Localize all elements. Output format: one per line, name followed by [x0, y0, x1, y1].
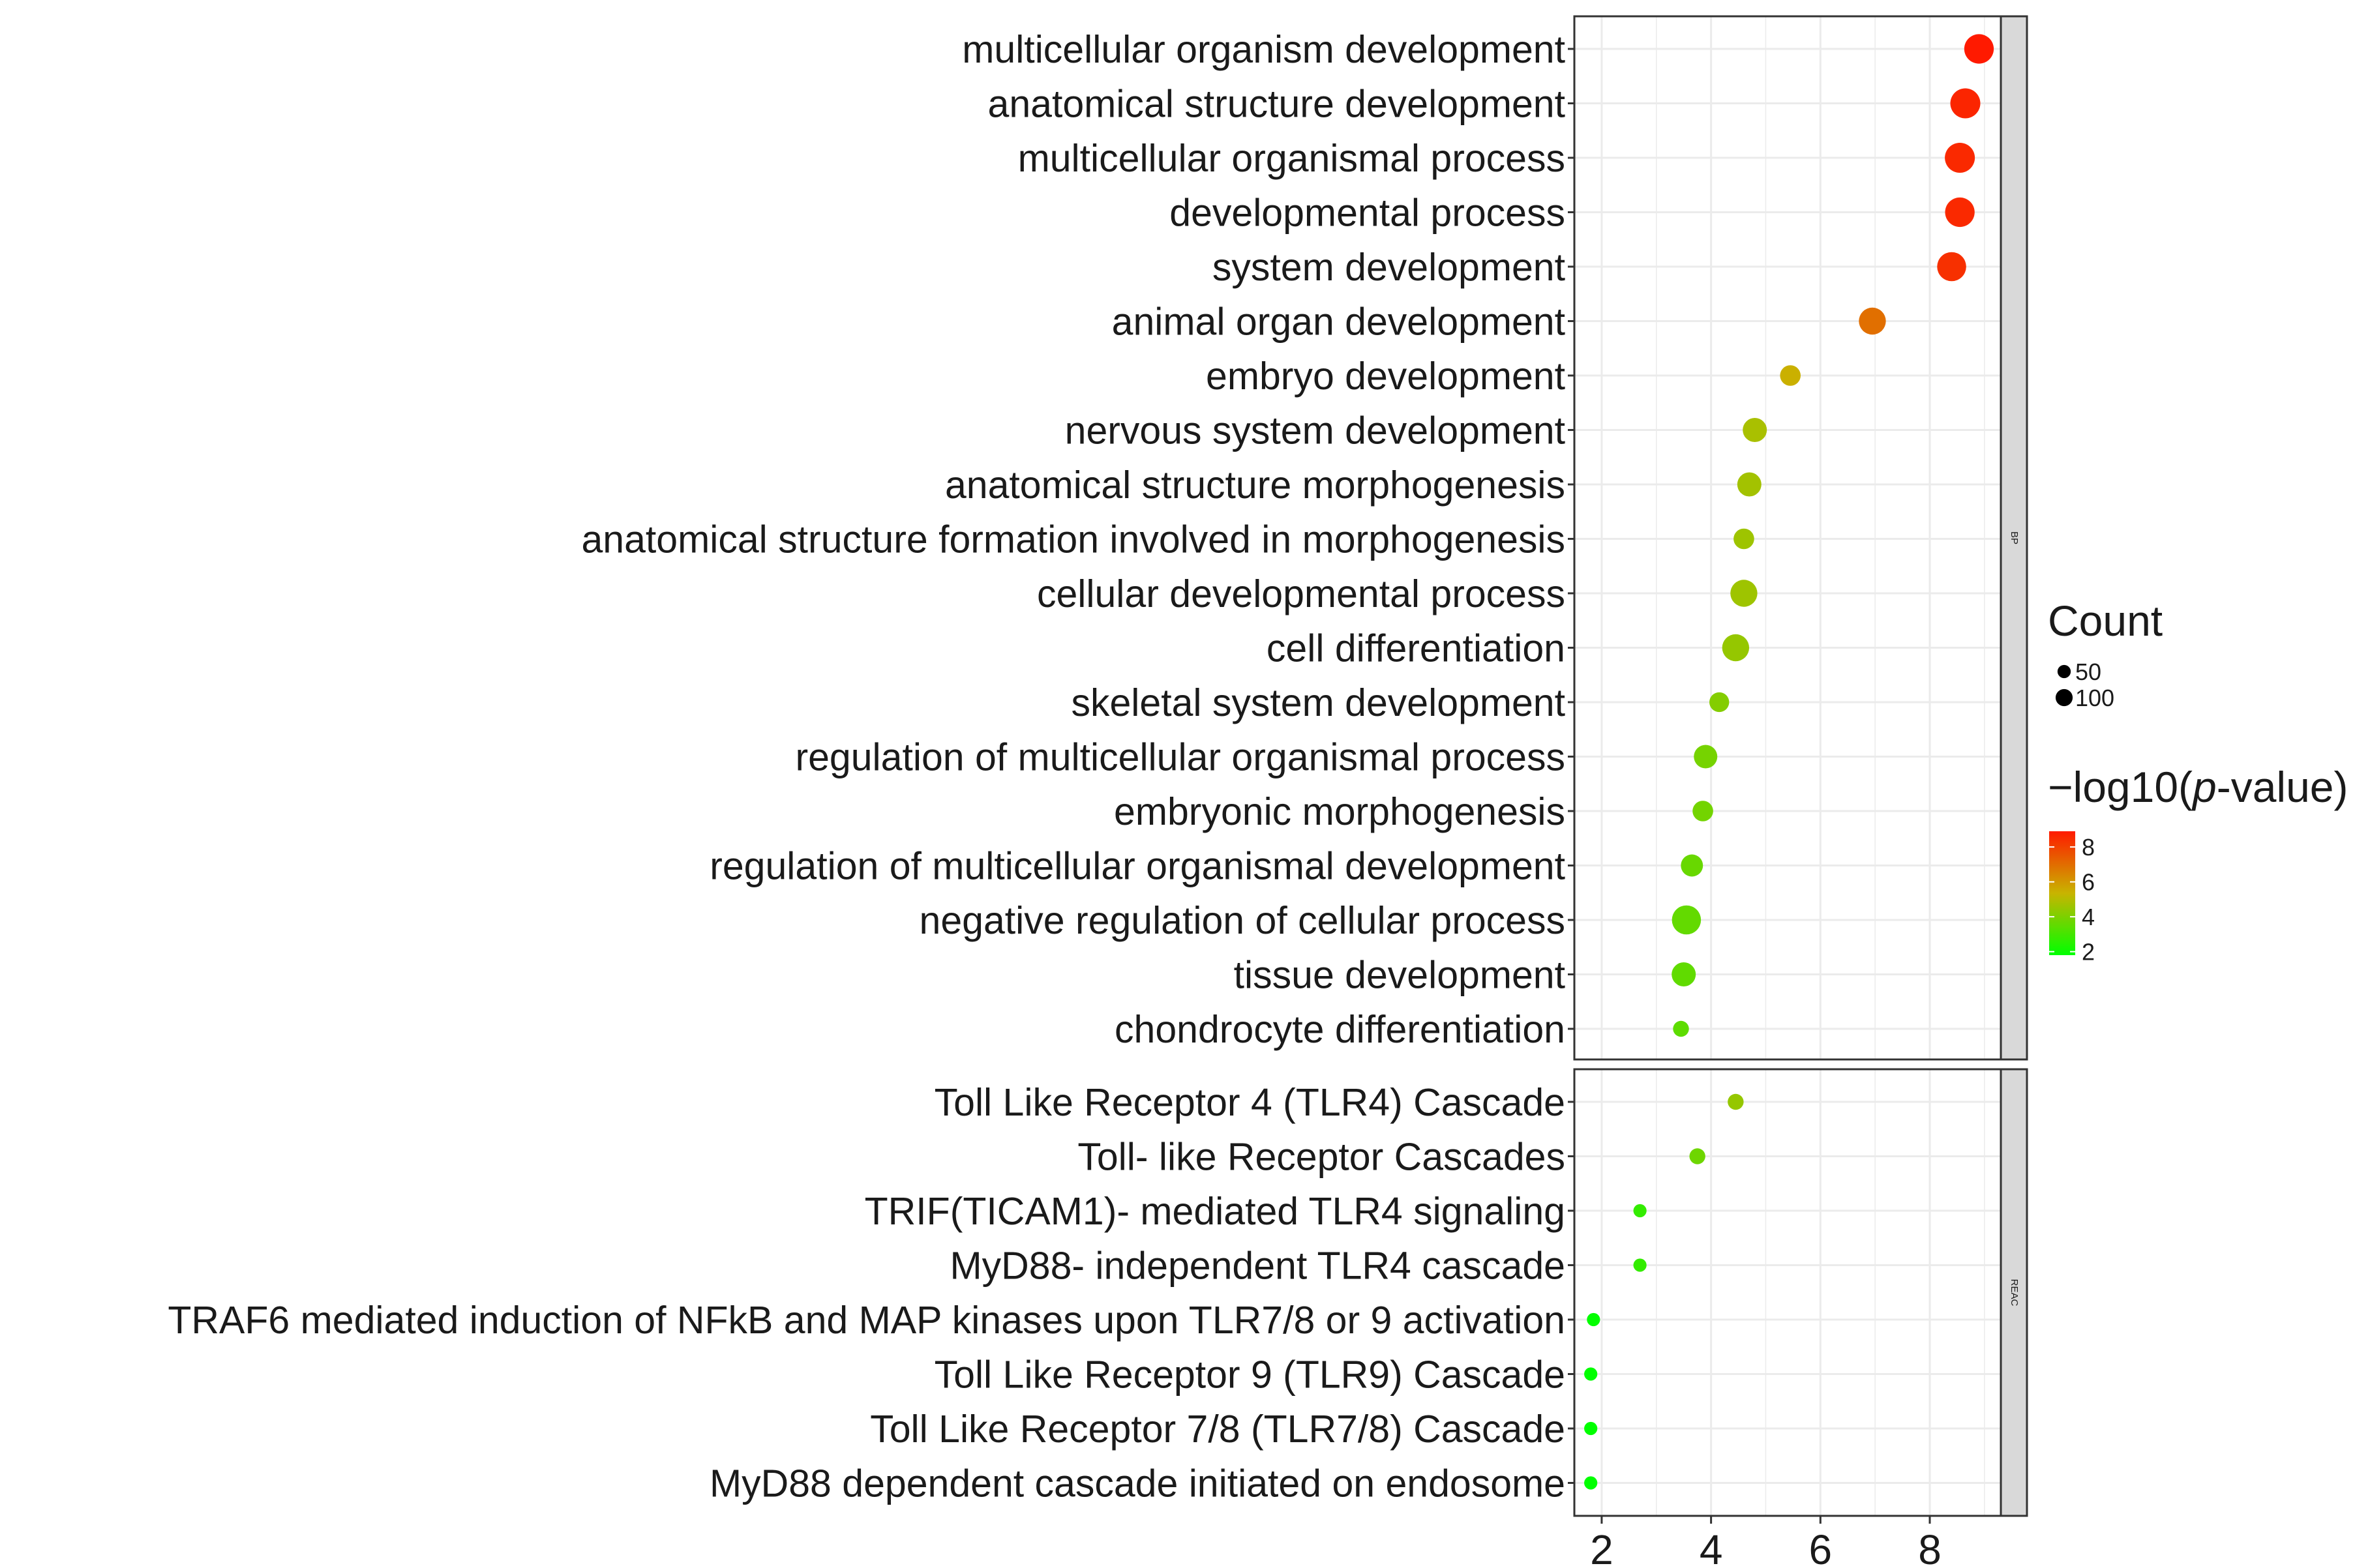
term-label: animal organ development: [1112, 301, 1565, 344]
points-bp: [1672, 34, 1994, 1037]
data-point: [1584, 1421, 1598, 1436]
x-axis: 2 4 6 8: [1590, 1516, 1942, 1568]
term-label: regulation of multicellular organismal p…: [795, 736, 1565, 779]
term-label: tissue development: [1234, 954, 1565, 997]
term-label: anatomical structure development: [988, 83, 1565, 126]
strip-label-reac: REAC: [2009, 1279, 2020, 1307]
points-reac: [1584, 1093, 1744, 1490]
facet-panel-reac: Toll Like Receptor 4 (TLR4) Cascade Toll-…: [168, 1068, 2028, 1517]
term-label: MyD88- independent TLR4 cascade: [950, 1245, 1565, 1288]
legend-count-label: 50: [2075, 658, 2101, 685]
term-label: embryo development: [1206, 355, 1565, 398]
facet-panel-bp: multicellular organism development anatom…: [581, 15, 2028, 1061]
data-point: [1709, 692, 1730, 713]
legend-count-label: 100: [2075, 685, 2114, 711]
term-label: anatomical structure morphogenesis: [945, 464, 1565, 507]
data-point: [1945, 143, 1975, 173]
data-point: [1672, 962, 1696, 986]
panel-border-reac: [1573, 1068, 2002, 1517]
strip-reac: [2000, 1068, 2028, 1517]
x-tick-label: 6: [1809, 1526, 1833, 1568]
data-point: [1584, 1367, 1598, 1381]
data-point: [1937, 252, 1966, 282]
legend-count-dot: [2055, 688, 2073, 707]
data-point: [1728, 1093, 1744, 1110]
term-label: MyD88 dependent cascade initiated on end…: [710, 1462, 1565, 1505]
term-label: negative regulation of cellular process: [920, 899, 1565, 942]
data-point: [1672, 905, 1702, 935]
grid-y-reac: [1574, 1101, 2001, 1484]
data-point: [1743, 418, 1767, 442]
term-label: chondrocyte differentiation: [1115, 1008, 1565, 1051]
colorbar-tick-label: 8: [2082, 834, 2095, 861]
term-label: TRIF(TICAM1)- mediated TLR4 signaling: [865, 1190, 1565, 1233]
data-point: [1733, 528, 1754, 550]
data-point: [1694, 745, 1718, 769]
grid-x-reac: [1600, 1069, 1985, 1516]
term-label: developmental process: [1169, 192, 1565, 235]
term-label: nervous system development: [1065, 409, 1565, 452]
x-tick-label: 2: [1590, 1526, 1613, 1568]
legend-count-dot: [2057, 664, 2071, 679]
term-label: multicellular organism development: [962, 28, 1565, 71]
data-point: [1633, 1204, 1647, 1218]
x-tick-label: 8: [1918, 1526, 1942, 1568]
term-labels-bp: multicellular organism development anatom…: [581, 28, 1574, 1051]
data-point: [1584, 1476, 1598, 1490]
term-label: system development: [1212, 246, 1565, 289]
data-point: [1689, 1148, 1705, 1164]
colorbar-tick-label: 4: [2082, 904, 2095, 930]
data-point: [1692, 801, 1713, 821]
data-point: [1950, 88, 1981, 119]
x-tick-label: 4: [1700, 1526, 1723, 1568]
colorbar-tick-label: 2: [2082, 939, 2095, 966]
term-label: cell differentiation: [1267, 627, 1565, 670]
data-point: [1587, 1312, 1600, 1327]
term-label: Toll Like Receptor 7/8 (TLR7/8) Cascade: [870, 1408, 1565, 1451]
colorbar-tick-label: 6: [2082, 869, 2095, 896]
term-label: cellular developmental process: [1037, 572, 1565, 615]
data-point: [1737, 472, 1762, 497]
legend-pvalue-title: −log10(p-value): [2048, 763, 2348, 811]
data-point: [1633, 1258, 1647, 1272]
strip-label-bp: BP: [2009, 531, 2020, 544]
data-point: [1722, 634, 1750, 662]
term-label: anatomical structure formation involved …: [581, 518, 1565, 561]
legend-colorbar-ticks: 2 4 6 8: [2049, 834, 2095, 966]
data-point: [1673, 1020, 1689, 1037]
term-labels-reac: Toll Like Receptor 4 (TLR4) Cascade Toll-…: [168, 1081, 1574, 1505]
term-label: Toll- like Receptor Cascades: [1077, 1136, 1565, 1179]
term-label: Toll Like Receptor 4 (TLR4) Cascade: [935, 1081, 1565, 1124]
data-point: [1681, 854, 1703, 877]
term-label: TRAF6 mediated induction of NFkB and MAP…: [168, 1299, 1565, 1342]
data-point: [1964, 34, 1994, 64]
term-label: embryonic morphogenesis: [1114, 790, 1565, 833]
data-point: [1730, 580, 1758, 607]
term-label: regulation of multicellular organismal d…: [710, 845, 1565, 888]
data-point: [1859, 307, 1886, 335]
grid-y-bp: [1574, 48, 2001, 1030]
term-label: multicellular organismal process: [1018, 137, 1565, 180]
term-label: Toll Like Receptor 9 (TLR9) Cascade: [935, 1354, 1565, 1397]
legend-pvalue: −log10(p-value) 2 4 6 8: [2048, 763, 2348, 966]
strip-bp: [2000, 15, 2028, 1061]
legend-colorbar: [2049, 831, 2075, 955]
term-label: skeletal system development: [1071, 681, 1565, 724]
legend-count-title: Count: [2048, 597, 2163, 645]
data-point: [1780, 365, 1801, 386]
data-point: [1945, 197, 1975, 228]
